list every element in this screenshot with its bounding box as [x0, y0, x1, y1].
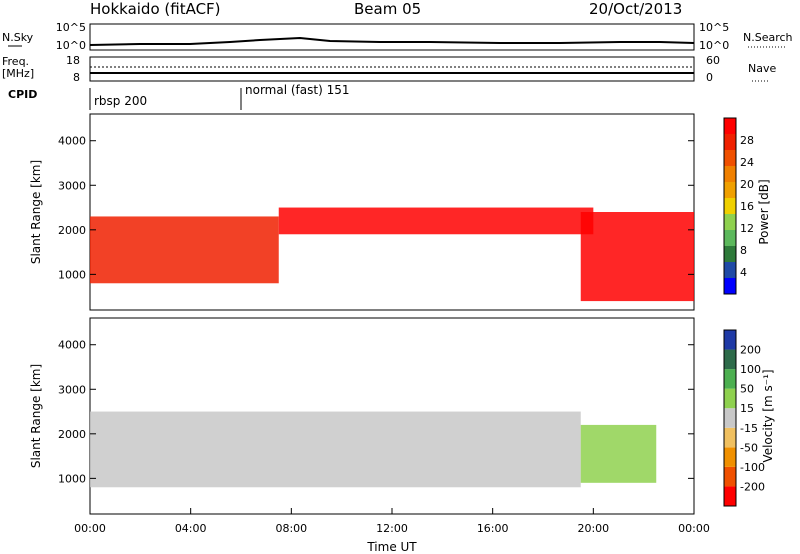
colorbar-cell-0: [724, 278, 736, 294]
colorbar-cell-7: [724, 349, 736, 370]
colorbar-cell-3: [724, 230, 736, 246]
echo-region-2: [580, 212, 694, 302]
colorbar-cell-5: [724, 388, 736, 409]
echo-region-0: [90, 216, 279, 284]
colorbar-tick-0: 200: [740, 344, 761, 357]
nsky-tick-top: 10^5: [56, 21, 86, 34]
colorbar-tick-0: 28: [740, 134, 754, 147]
colorbar-tick-1: 24: [740, 156, 754, 169]
date-title: 20/Oct/2013: [589, 0, 683, 18]
nave-tick-top: 60: [706, 54, 720, 67]
colorbar-cell-6: [724, 369, 736, 389]
colorbar-tick-5: 8: [740, 244, 747, 257]
nsky-tick-bottom: 10^0: [56, 39, 86, 52]
ytick-label-2: 3000: [58, 383, 86, 396]
ytick-label-0: 1000: [58, 472, 86, 485]
colorbar-cell-2: [724, 447, 736, 467]
echo-region-0: [90, 411, 581, 488]
cpid-segment-0: rbsp 200: [94, 94, 147, 108]
colorbar-frame: [723, 117, 737, 295]
colorbar-tick-6: -100: [740, 461, 765, 474]
xtick-label-1: 04:00: [175, 522, 207, 535]
colorbar-cell-6: [724, 182, 736, 198]
xtick-label-2: 08:00: [275, 522, 307, 535]
ytick-label-2: 3000: [58, 179, 86, 192]
echo-region-1: [580, 424, 657, 483]
colorbar-tick-4: 12: [740, 222, 754, 235]
freq-unit-label: [MHz]: [2, 67, 35, 80]
colorbar-cell-2: [724, 246, 736, 262]
colorbar-cell-7: [724, 166, 736, 182]
freq-label: Freq.: [2, 55, 30, 68]
colorbar-tick-5: -50: [740, 441, 758, 454]
nsky-panel-frame: [89, 23, 695, 51]
nsky-trace: [89, 36, 695, 46]
cpid-label: CPID: [8, 88, 38, 101]
nsearch-tick-top: 10^5: [699, 21, 729, 34]
velocity-colorbar: 200 100 50 15 -15 -50 -100 -200: [723, 329, 765, 507]
colorbar-frame: [723, 329, 737, 507]
colorbar-tick-3: 16: [740, 200, 754, 213]
xtick-label-4: 16:00: [477, 522, 509, 535]
velocity-ylabel: Slant Range [km]: [29, 364, 43, 468]
nave-tick-bottom: 0: [706, 71, 713, 84]
colorbar-tick-1: 100: [740, 363, 761, 376]
colorbar-tick-6: 4: [740, 266, 747, 279]
colorbar-cell-8: [724, 330, 736, 350]
power-colorbar-label: Power [dB]: [757, 179, 771, 244]
colorbar-cell-8: [724, 150, 736, 166]
cpid-segment-1: normal (fast) 151: [245, 83, 349, 97]
nsky-label: N.Sky: [2, 31, 34, 44]
colorbar-cell-10: [724, 118, 736, 134]
ytick-label-1: 2000: [58, 428, 86, 441]
colorbar-cell-0: [724, 486, 736, 506]
colorbar-cell-1: [724, 262, 736, 278]
ytick-label-0: 1000: [58, 268, 86, 281]
xtick-label-3: 12:00: [376, 522, 408, 535]
time-xlabel: Time UT: [366, 540, 417, 554]
colorbar-tick-3: 15: [740, 402, 754, 415]
beam-title: Beam 05: [354, 0, 422, 18]
ytick-label-3: 4000: [58, 135, 86, 148]
colorbar-tick-7: -200: [740, 480, 765, 493]
nave-label: Nave: [748, 62, 777, 75]
station-title: Hokkaido (fitACF): [90, 0, 221, 18]
nsearch-tick-bottom: 10^0: [699, 39, 729, 52]
colorbar-cell-3: [724, 427, 736, 448]
power-panel: 1000 2000 3000 4000 Slant Range [km]: [29, 113, 695, 311]
colorbar-tick-2: 50: [740, 383, 754, 396]
freq-panel-frame: [89, 56, 695, 82]
colorbar-cell-5: [724, 198, 736, 214]
velocity-colorbar-label: Velocity [m s⁻¹]: [761, 369, 775, 462]
ytick-label-1: 2000: [58, 224, 86, 237]
xtick-label-5: 20:00: [577, 522, 609, 535]
freq-tick-bottom: 8: [73, 71, 80, 84]
power-ylabel: Slant Range [km]: [29, 160, 43, 264]
freq-tick-top: 18: [66, 54, 80, 67]
colorbar-tick-2: 20: [740, 178, 754, 191]
velocity-panel: 1000 2000 3000 4000 00:00 04:00 08:00 12:00 16:…: [29, 317, 710, 554]
colorbar-cell-4: [724, 408, 736, 428]
colorbar-tick-4: -15: [740, 422, 758, 435]
xtick-label-6: 00:00: [678, 522, 710, 535]
nsearch-label: N.Search: [743, 31, 793, 44]
echo-region-1: [278, 207, 594, 235]
power-colorbar: 28 24 20 16 12 8 4: [723, 117, 754, 295]
ytick-label-3: 4000: [58, 339, 86, 352]
colorbar-cell-9: [724, 134, 736, 150]
colorbar-cell-4: [724, 214, 736, 230]
xtick-label-0: 00:00: [74, 522, 106, 535]
colorbar-cell-1: [724, 466, 736, 487]
